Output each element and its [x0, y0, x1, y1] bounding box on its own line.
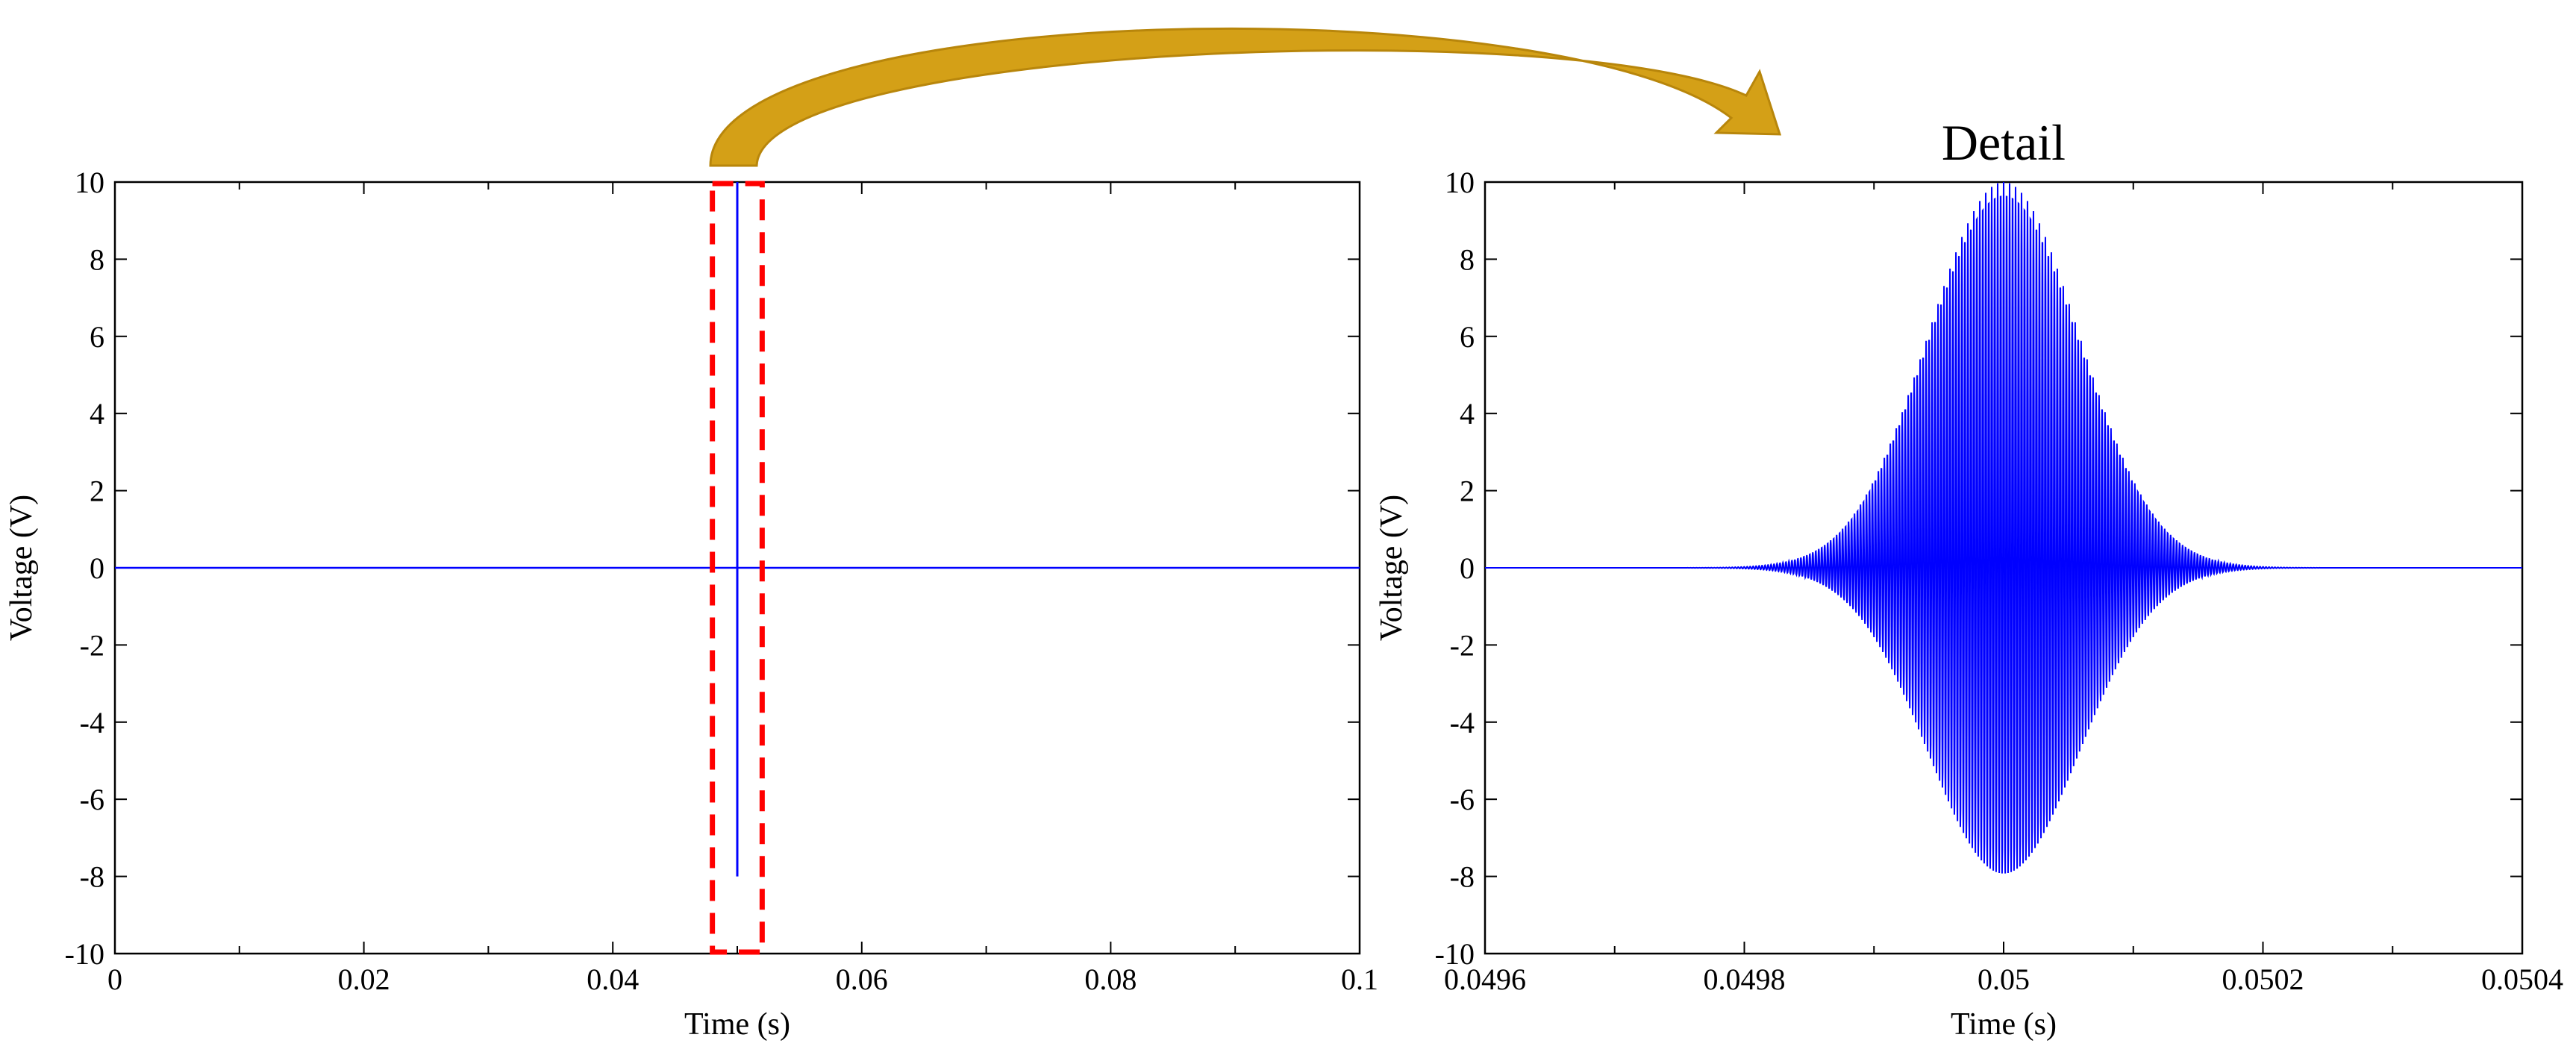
x-tick-label: 0.08: [1084, 963, 1137, 996]
y-tick-label: 10: [75, 166, 104, 199]
highlight-box: [710, 181, 765, 955]
x-tick-label: 0.0504: [2481, 963, 2563, 996]
x-tick-label: 0.0502: [2222, 963, 2304, 996]
y-tick-label: 6: [90, 320, 104, 354]
x-tick-label: 0.0498: [1704, 963, 1786, 996]
connector-arrow: [709, 27, 1782, 167]
chart-1: 0 0.02 0.04 0.06 0.08 0.1 10 8 6 4 2 0 -2 -4 -6 -8 -10 Ti…: [4, 166, 1378, 1042]
y-tick-label: -6: [1450, 783, 1475, 816]
x-tick-label: 0.1: [1341, 963, 1378, 996]
x-tick-label: 0: [107, 963, 122, 996]
y-tick-label: 4: [1460, 397, 1475, 431]
series-line: [1485, 182, 2522, 874]
y-tick-label: -8: [1450, 860, 1475, 894]
x-tick-label: 0.02: [338, 963, 390, 996]
x-tick-label: 0.0496: [1444, 963, 1526, 996]
y-tick-label: -2: [1450, 628, 1475, 662]
y-tick-label: 0: [1460, 551, 1475, 585]
chart-2: 0.0496 0.0498 0.05 0.0502 0.0504 10 8 6 4 2 0 -2 -4 -…: [1375, 114, 2563, 1042]
y-tick-label: 8: [1460, 242, 1475, 276]
y-tick-label: -4: [1450, 706, 1475, 739]
y-tick-label: 0: [90, 551, 104, 585]
y-tick-label: 8: [90, 242, 104, 276]
series-group: [115, 182, 1360, 877]
y-tick-label: -6: [80, 783, 104, 816]
y-axis-label: Voltage (V): [4, 495, 39, 641]
x-tick-label: 0.06: [836, 963, 888, 996]
y-tick-label: -10: [65, 937, 104, 971]
y-tick-label: 4: [90, 397, 104, 431]
y-tick-label: -4: [80, 706, 104, 739]
x-axis-label: Time (s): [684, 1007, 790, 1042]
y-tick-label: 10: [1445, 166, 1475, 199]
y-tick-label: 2: [90, 475, 104, 508]
y-tick-label: -2: [80, 628, 104, 662]
x-axis-label: Time (s): [1951, 1007, 2057, 1042]
series-group: [1485, 182, 2522, 874]
chart-title: Detail: [1942, 114, 2066, 171]
x-tick-label: 0.04: [587, 963, 639, 996]
x-tick-label: 0.05: [1978, 963, 2030, 996]
y-tick-label: -8: [80, 860, 104, 894]
y-axis-label: Voltage (V): [1375, 495, 1409, 641]
y-tick-label: 6: [1460, 320, 1475, 354]
y-tick-label: -10: [1435, 937, 1475, 971]
y-tick-label: 2: [1460, 475, 1475, 508]
